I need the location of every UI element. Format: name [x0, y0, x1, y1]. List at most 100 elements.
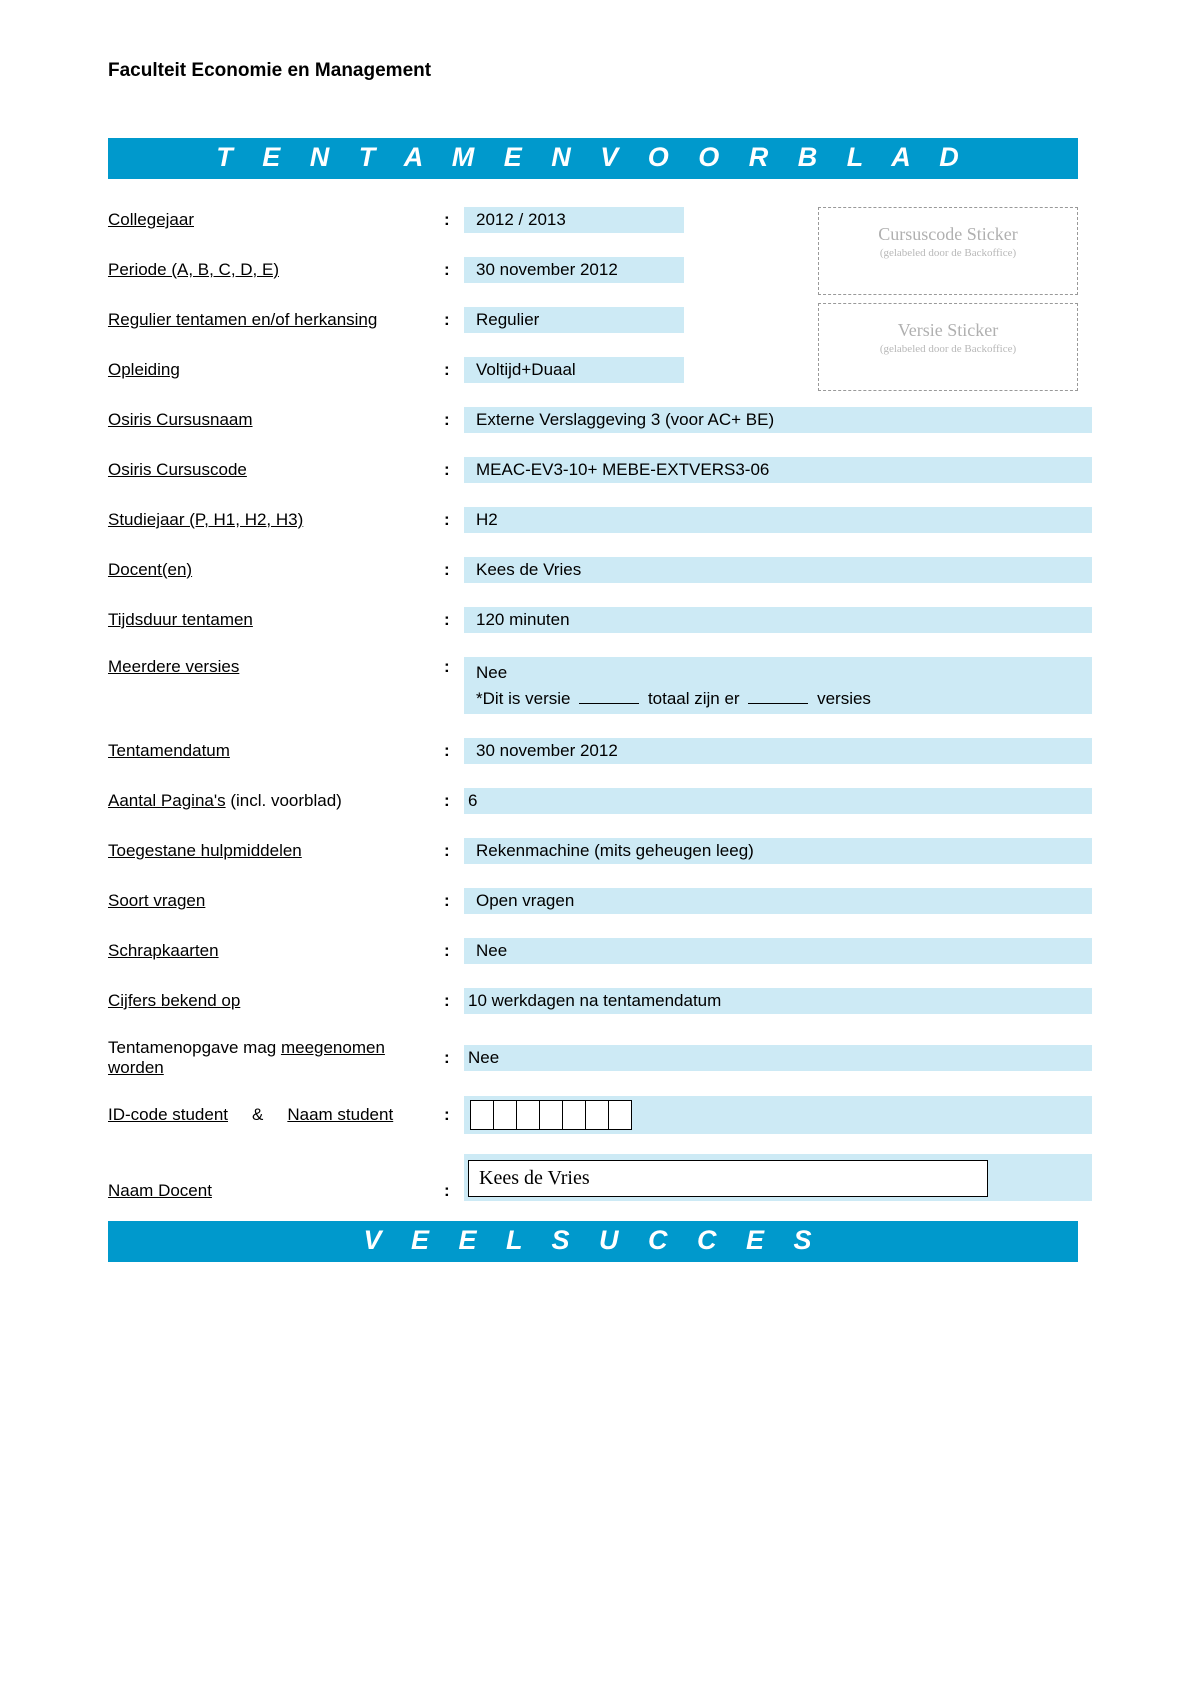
field-label: Regulier tentamen en/of herkansing [108, 310, 377, 329]
field-value: Regulier [464, 307, 684, 333]
field-label-post: (incl. voorblad) [226, 791, 342, 810]
field-label: Naam Docent [108, 1181, 212, 1200]
colon: : [444, 1181, 464, 1201]
row-versies: Meerdere versies : Nee *Dit is versie to… [108, 657, 1092, 714]
row-paginas: Aantal Pagina's (incl. voorblad) : 6 [108, 788, 1092, 814]
sticker-title: Versie Sticker [825, 320, 1071, 341]
field-label: Docent(en) [108, 560, 192, 579]
field-label: Studiejaar (P, H1, H2, H3) [108, 510, 303, 529]
id-value-box [464, 1096, 1092, 1134]
row-docenten: Docent(en) : Kees de Vries [108, 557, 1092, 583]
row-idcode: ID-code student & Naam student : [108, 1096, 1092, 1134]
row-tijdsduur: Tijdsduur tentamen : 120 minuten [108, 607, 1092, 633]
field-value: 6 [464, 788, 1092, 814]
field-value: 30 november 2012 [464, 257, 684, 283]
id-code-box [493, 1100, 517, 1130]
naam-docent-box: Kees de Vries [468, 1160, 988, 1197]
field-label-pre: Aantal Pagina's [108, 791, 226, 810]
versies-line2-post: versies [817, 689, 871, 708]
colon: : [444, 791, 464, 811]
colon: : [444, 360, 464, 380]
field-value: MEAC-EV3-10+ MEBE-EXTVERS3-06 [464, 457, 1092, 483]
id-code-box [608, 1100, 632, 1130]
id-code-box [539, 1100, 563, 1130]
row-cursuscode: Osiris Cursuscode : MEAC-EV3-10+ MEBE-EX… [108, 457, 1092, 483]
colon: : [444, 741, 464, 761]
naam-docent-wrapper: Kees de Vries [464, 1154, 1092, 1201]
field-value: 120 minuten [464, 607, 1092, 633]
sticker-title: Cursuscode Sticker [825, 224, 1071, 245]
field-label: Osiris Cursuscode [108, 460, 247, 479]
blank-line [579, 703, 639, 704]
sticker-versie: Versie Sticker (gelabeled door de Backof… [818, 303, 1078, 391]
field-label: Cijfers bekend op [108, 991, 240, 1010]
id-code-box [470, 1100, 494, 1130]
field-label: Schrapkaarten [108, 941, 219, 960]
field-value: Nee *Dit is versie totaal zijn er versie… [464, 657, 1092, 714]
colon: : [444, 1048, 464, 1068]
colon: : [444, 1105, 464, 1125]
colon: : [444, 841, 464, 861]
colon: : [444, 260, 464, 280]
field-value: Voltijd+Duaal [464, 357, 684, 383]
versies-line2-pre: *Dit is versie [476, 689, 570, 708]
title-banner: T E N T A M E N V O O R B L A D [108, 138, 1078, 179]
row-schrapkaarten: Schrapkaarten : Nee [108, 938, 1092, 964]
field-label: Tentamendatum [108, 741, 230, 760]
field-label: Toegestane hulpmiddelen [108, 841, 302, 860]
field-value: 10 werkdagen na tentamendatum [464, 988, 1092, 1014]
field-label-pre: Tentamenopgave mag [108, 1038, 281, 1057]
sticker-subtitle: (gelabeled door de Backoffice) [825, 247, 1071, 259]
field-label: Meerdere versies [108, 657, 239, 676]
id-code-box [585, 1100, 609, 1130]
field-label: Osiris Cursusnaam [108, 410, 253, 429]
colon: : [444, 991, 464, 1011]
row-cursusnaam: Osiris Cursusnaam : Externe Verslaggevin… [108, 407, 1092, 433]
faculty-header: Faculteit Economie en Management [108, 60, 1092, 82]
row-hulpmiddelen: Toegestane hulpmiddelen : Rekenmachine (… [108, 838, 1092, 864]
field-label: Collegejaar [108, 210, 194, 229]
field-label: Periode (A, B, C, D, E) [108, 260, 279, 279]
field-value: H2 [464, 507, 1092, 533]
colon: : [444, 310, 464, 330]
colon: : [444, 460, 464, 480]
colon: : [444, 210, 464, 230]
colon: : [444, 610, 464, 630]
row-tentamendatum: Tentamendatum : 30 november 2012 [108, 738, 1092, 764]
row-soortvragen: Soort vragen : Open vragen [108, 888, 1092, 914]
field-value: Rekenmachine (mits geheugen leeg) [464, 838, 1092, 864]
id-code-box [516, 1100, 540, 1130]
colon: : [444, 941, 464, 961]
field-value: Nee [464, 1045, 1092, 1071]
versies-line2-mid: totaal zijn er [648, 689, 740, 708]
form-content: Cursuscode Sticker (gelabeled door de Ba… [108, 207, 1092, 1201]
id-code-boxes [470, 1100, 631, 1130]
row-naamdocent: Naam Docent : Kees de Vries [108, 1154, 1092, 1201]
field-value: 2012 / 2013 [464, 207, 684, 233]
row-cijfers: Cijfers bekend op : 10 werkdagen na tent… [108, 988, 1092, 1014]
field-value: Externe Verslaggeving 3 (voor AC+ BE) [464, 407, 1092, 433]
field-value: Nee [464, 938, 1092, 964]
colon: : [444, 510, 464, 530]
footer-banner: V E E L S U C C E S [108, 1221, 1078, 1262]
colon: : [444, 560, 464, 580]
field-value: Open vragen [464, 888, 1092, 914]
id-code-box [562, 1100, 586, 1130]
versies-value: Nee [476, 663, 507, 682]
row-studiejaar: Studiejaar (P, H1, H2, H3) : H2 [108, 507, 1092, 533]
field-label-idcode: ID-code student [108, 1105, 228, 1125]
colon: : [444, 891, 464, 911]
field-label: Opleiding [108, 360, 180, 379]
blank-line [748, 703, 808, 704]
sticker-cursuscode: Cursuscode Sticker (gelabeled door de Ba… [818, 207, 1078, 295]
field-label: Tijdsduur tentamen [108, 610, 253, 629]
colon: : [444, 410, 464, 430]
colon: : [444, 657, 464, 677]
ampersand: & [252, 1105, 263, 1125]
sticker-subtitle: (gelabeled door de Backoffice) [825, 343, 1071, 355]
field-label: Soort vragen [108, 891, 205, 910]
field-label-naamstudent: Naam student [287, 1105, 393, 1125]
field-value: 30 november 2012 [464, 738, 1092, 764]
row-meegenomen: Tentamenopgave mag meegenomen worden : N… [108, 1038, 1092, 1078]
field-value: Kees de Vries [464, 557, 1092, 583]
